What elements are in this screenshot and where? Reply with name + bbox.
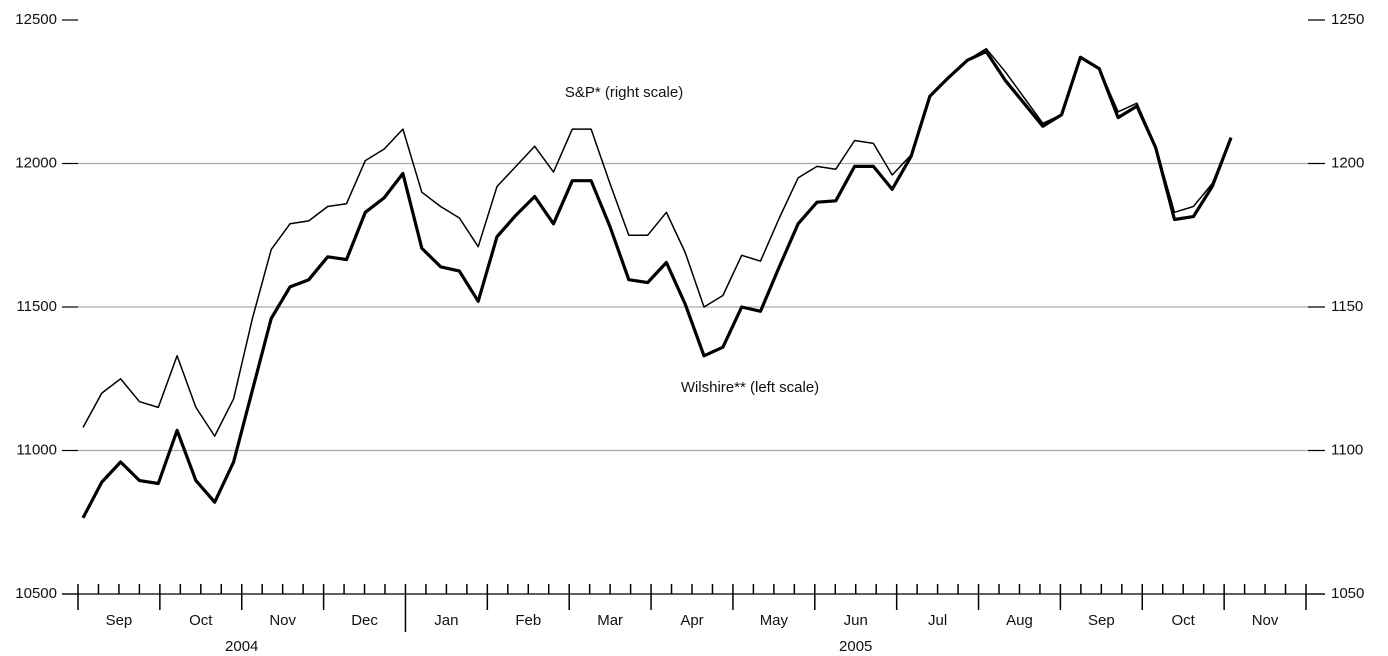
x-tick-label: May (760, 612, 789, 629)
x-tick-label: Feb (515, 612, 541, 629)
x-tick-label: Sep (106, 612, 133, 629)
x-tick-label: Dec (351, 612, 378, 629)
y-tick-label: 10500 (15, 585, 57, 602)
x-tick-label: Oct (189, 612, 213, 629)
annotation: S&P* (right scale) (565, 84, 683, 101)
x-tick-label: Sep (1088, 612, 1115, 629)
y-tick-label: 12500 (15, 11, 57, 28)
x-tick-label: Jan (434, 612, 458, 629)
y2-tick-label: 1200 (1331, 154, 1364, 171)
x-tick-label: Jul (928, 612, 947, 629)
y2-tick-label: 1150 (1331, 298, 1363, 315)
y2-tick-label: 1250 (1331, 11, 1364, 28)
y-tick-label: 11000 (16, 441, 57, 458)
y2-tick-label: 1050 (1331, 585, 1364, 602)
annotation: Wilshire** (left scale) (681, 379, 819, 396)
x-tick-label: Apr (680, 612, 703, 629)
x-tick-label: Nov (1252, 612, 1279, 629)
year-label: 2005 (839, 638, 872, 655)
series-line (81, 50, 1233, 519)
x-tick-label: Oct (1172, 612, 1196, 629)
x-tick-label: Mar (597, 612, 623, 629)
x-tick-label: Jun (844, 612, 868, 629)
y-tick-label: 12000 (15, 154, 57, 171)
y2-tick-label: 1100 (1331, 441, 1363, 458)
series-line (82, 47, 1232, 437)
x-tick-label: Aug (1006, 612, 1033, 629)
y-tick-label: 11500 (16, 298, 57, 315)
year-label: 2004 (225, 638, 258, 655)
x-tick-label: Nov (269, 612, 296, 629)
